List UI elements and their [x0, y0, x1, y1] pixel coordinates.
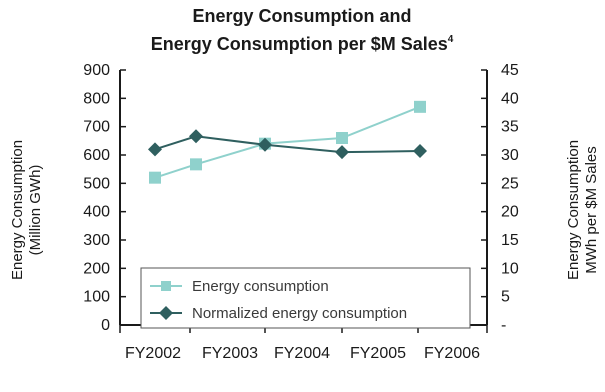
left-tick-label: 500	[83, 175, 110, 192]
x-tick-label: FY2003	[202, 345, 258, 362]
data-point-normalized	[148, 142, 162, 157]
chart-title-line-2: Energy Consumption per $M Sales4	[151, 34, 454, 54]
right-tick-label: 15	[501, 232, 519, 249]
right-axis-title-line-2: MWh per $M Sales	[583, 146, 600, 274]
left-tick-label: 200	[83, 260, 110, 277]
left-axis-title-line-1: Energy Consumption	[9, 140, 26, 280]
left-tick-label: 600	[83, 147, 110, 164]
left-tick-label: 900	[83, 62, 110, 79]
data-point-normalized	[335, 145, 349, 160]
data-point-normalized	[413, 144, 427, 159]
left-axis-title-line-2: (Million GWh)	[27, 165, 44, 256]
x-tick-label: FY2006	[424, 345, 480, 362]
legend-label-energy: Energy consumption	[192, 278, 329, 295]
x-tick-label: FY2002	[125, 345, 181, 362]
data-point-energy	[336, 132, 348, 144]
chart-title-line-2-text: Energy Consumption per $M Sales	[151, 34, 448, 54]
left-tick-label: 300	[83, 232, 110, 249]
right-axis-title-line-1: Energy Consumption	[565, 140, 582, 280]
x-tick-label: FY2004	[274, 345, 330, 362]
right-tick-label: 25	[501, 175, 519, 192]
left-tick-label: 0	[101, 317, 110, 334]
right-tick-label: 30	[501, 147, 519, 164]
left-tick-label: 100	[83, 289, 110, 306]
right-tick-label: 35	[501, 119, 519, 136]
right-axis-title: Energy Consumption MWh per $M Sales	[565, 140, 600, 280]
right-tick-label: 45	[501, 62, 519, 79]
x-tick-label: FY2005	[350, 345, 406, 362]
left-tick-label: 800	[83, 90, 110, 107]
data-point-energy	[414, 100, 426, 113]
legend-marker-diamond	[159, 306, 173, 320]
right-tick-label: 20	[501, 204, 519, 221]
legend-marker-square	[161, 281, 171, 291]
legend: Energy consumption Normalized energy con…	[140, 267, 471, 329]
legend-box	[140, 267, 471, 329]
right-tick-label: 40	[501, 90, 519, 107]
data-point-energy	[190, 158, 202, 171]
right-tick-label: -	[501, 317, 506, 334]
left-tick-label: 400	[83, 204, 110, 221]
left-axis-title: Energy Consumption (Million GWh)	[9, 140, 44, 280]
data-point-normalized	[258, 137, 272, 152]
right-tick-label: 10	[501, 260, 519, 277]
axes: 900 800 700 600 500 400 300 200 100 0 45 40 35 30 25 20…	[83, 62, 519, 362]
right-tick-label: 5	[501, 289, 510, 306]
series	[148, 100, 427, 184]
data-point-energy	[149, 171, 161, 184]
data-point-normalized	[189, 129, 203, 144]
chart-title-line-1: Energy Consumption and	[192, 6, 411, 26]
left-tick-label: 700	[83, 119, 110, 136]
legend-label-normalized: Normalized energy consumption	[192, 305, 407, 322]
chart-title-footnote: 4	[448, 34, 454, 45]
